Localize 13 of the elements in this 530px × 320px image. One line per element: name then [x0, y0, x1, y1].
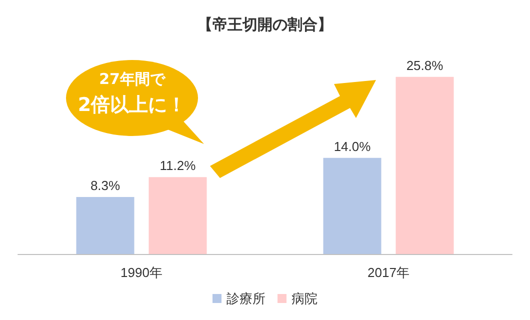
bar: [148, 177, 207, 254]
data-label: 14.0%: [334, 138, 372, 154]
x-tick-label: 1990年: [120, 265, 162, 280]
x-tick-label: 2017年: [368, 265, 410, 280]
chart-title: 【帝王切開の割合】: [198, 16, 332, 34]
data-label: 11.2%: [160, 158, 196, 174]
data-label: 25.8%: [406, 58, 444, 73]
bar: [396, 76, 454, 254]
data-label: 8.3%: [90, 178, 120, 194]
legend-label: 診療所: [226, 291, 266, 306]
bar: [76, 197, 134, 254]
annotation: 27年間で 2倍以上に！: [76, 69, 188, 118]
legend-label: 病院: [292, 291, 318, 306]
